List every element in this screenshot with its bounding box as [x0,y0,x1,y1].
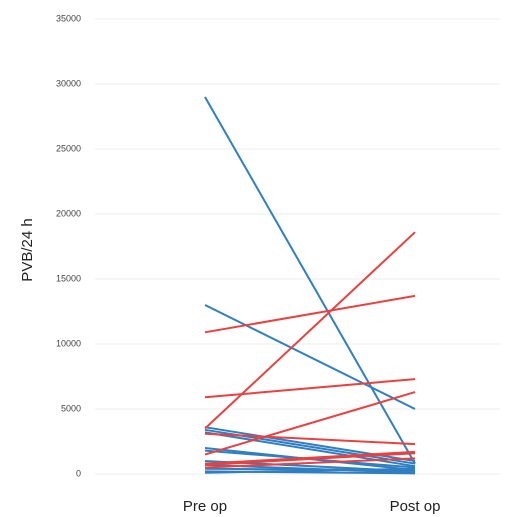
series-line [204,457,416,469]
y-tick-label: 5000 [61,403,81,413]
series-line [204,391,416,456]
y-tick-label: 0 [76,468,81,478]
y-tick-label: 15000 [56,273,81,283]
series-line [204,467,416,474]
y-tick-label: 35000 [56,13,81,23]
y-tick-label: 25000 [56,143,81,153]
series-line [204,231,416,430]
y-tick-label: 20000 [56,208,81,218]
x-tick-label: Pre op [183,498,227,515]
series-line [204,450,416,465]
x-tick-label: Post op [390,498,441,515]
series-line [204,452,416,466]
series-line [204,432,416,446]
series-line [204,294,416,334]
y-tick-label: 30000 [56,78,81,88]
series-line [204,304,416,410]
y-axis-label: PVB/24 h [19,218,36,281]
series-line [204,378,416,399]
y-tick-label: 10000 [56,338,81,348]
